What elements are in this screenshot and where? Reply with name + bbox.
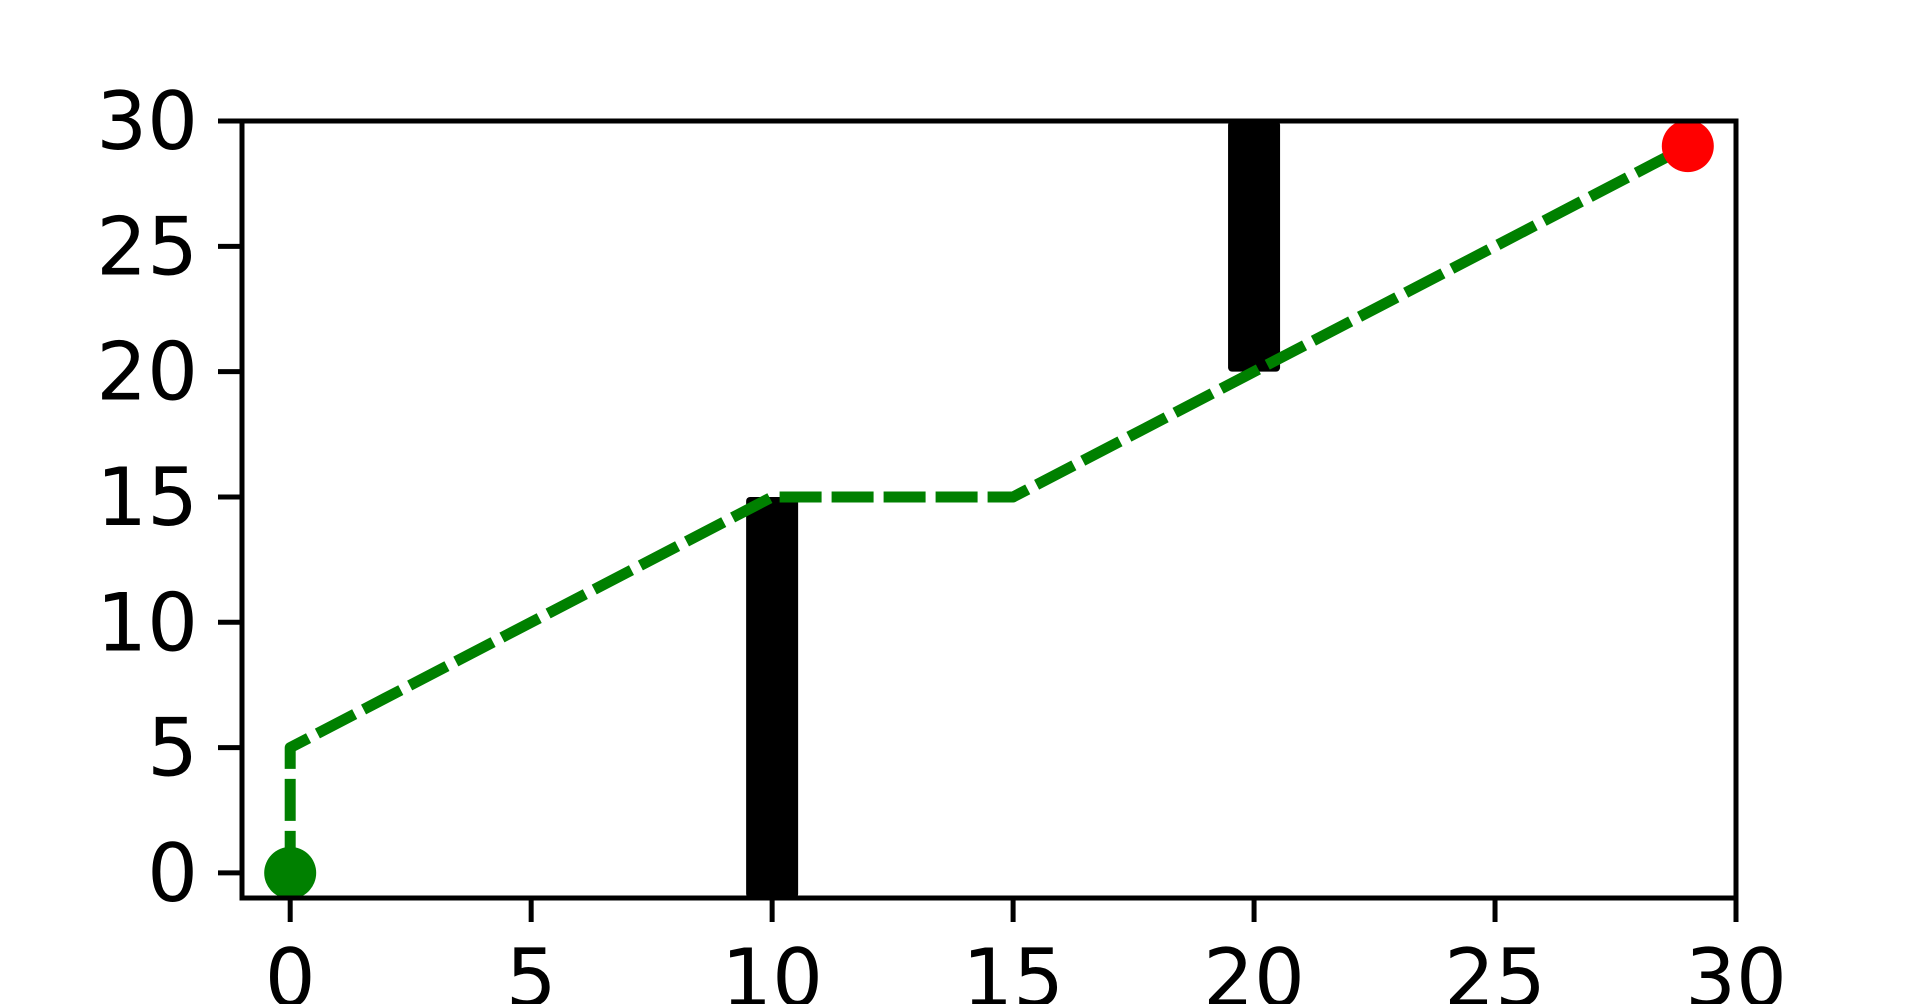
axes-frame (239, 118, 1739, 901)
y-tick-label-30: 30 (96, 75, 198, 168)
y-tick-label-10: 10 (96, 576, 198, 669)
y-tick-label-25: 25 (96, 200, 198, 293)
y-tick-label-20: 20 (96, 326, 198, 419)
start-marker (264, 846, 317, 899)
goal-marker (1661, 120, 1714, 173)
x-tick-label-5: 5 (506, 932, 557, 1004)
y-tick-label-15: 15 (96, 451, 198, 544)
axes: 0 5 10 15 20 25 30 0 5 10 15 20 25 30 (96, 75, 1787, 1004)
path-line-1 (284, 141, 1691, 873)
plot-area (264, 120, 1714, 899)
x-tick-label-15: 15 (962, 932, 1064, 1004)
y-tick-label-5: 5 (147, 702, 198, 795)
obstacle-bar-1 (746, 496, 799, 898)
x-tick-label-20: 20 (1203, 932, 1305, 1004)
x-tick-label-10: 10 (721, 932, 823, 1004)
x-tick-label-30: 30 (1685, 932, 1787, 1004)
y-tick-label-0: 0 (147, 827, 198, 920)
x-tick-label-25: 25 (1444, 932, 1546, 1004)
obstacle-bar-2 (1228, 121, 1281, 372)
x-tick-label-0: 0 (265, 932, 316, 1004)
